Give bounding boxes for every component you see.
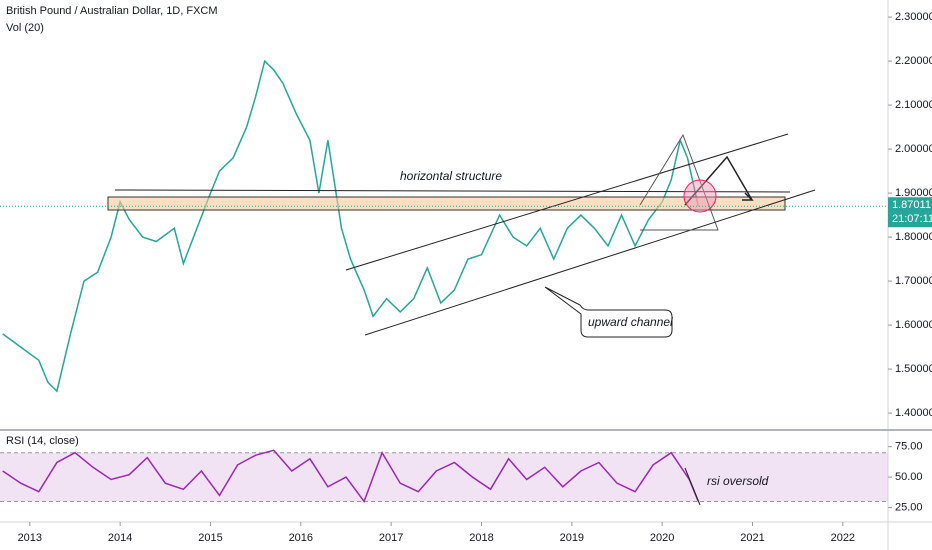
x-tick-label: 2020 — [650, 532, 674, 544]
rsi-trend-line — [684, 467, 701, 506]
y-tick-label: 1.40000 — [895, 407, 932, 419]
annotation: rsi oversold — [707, 474, 769, 488]
y-tick-label: 50.00 — [895, 471, 923, 483]
rsi-band — [0, 452, 888, 502]
y-tick-label: 2.10000 — [895, 99, 932, 111]
x-tick-label: 2022 — [831, 532, 855, 544]
triangle — [639, 133, 719, 231]
x-tick-label: 2017 — [379, 532, 403, 544]
x-tick-label: 2018 — [469, 532, 493, 544]
y-tick-label: 1.60000 — [895, 319, 932, 331]
price-tag-label: 1.87011 — [892, 199, 931, 211]
annotation: horizontal structure — [400, 169, 502, 183]
y-tick-label: 1.70000 — [895, 275, 932, 287]
x-tick-label: 2014 — [108, 532, 132, 544]
chart-title: British Pound / Australian Dollar, 1D, F… — [6, 5, 218, 17]
arrow-head — [742, 192, 754, 201]
x-tick-label: 2021 — [740, 532, 764, 544]
annotation: upward channel — [588, 315, 673, 329]
rsi-title: RSI (14, close) — [6, 435, 79, 447]
countdown: 21:07:11 — [892, 213, 932, 225]
horizontal-line — [114, 189, 791, 193]
x-tick-label: 2015 — [198, 532, 222, 544]
highlight-circle — [683, 179, 717, 213]
y-tick-label: 1.90000 — [895, 187, 932, 199]
y-tick-label: 2.20000 — [895, 55, 932, 67]
x-tick-label: 2013 — [18, 532, 42, 544]
horizontal-zone — [107, 196, 786, 211]
y-tick-label: 2.00000 — [895, 143, 932, 155]
y-tick-label: 25.00 — [895, 501, 923, 513]
y-tick-label: 2.30000 — [895, 11, 932, 23]
y-tick-label: 75.00 — [895, 441, 923, 453]
x-tick-label: 2016 — [289, 532, 313, 544]
volume-label: Vol (20) — [6, 22, 44, 34]
x-tick-label: 2019 — [560, 532, 584, 544]
y-tick-label: 1.80000 — [895, 231, 932, 243]
series-line — [2, 449, 699, 504]
callout — [544, 286, 673, 338]
projection-arrow — [684, 155, 753, 206]
channel-lower — [364, 189, 816, 336]
y-tick-label: 1.50000 — [895, 363, 932, 375]
channel-upper — [345, 133, 789, 271]
drawings — [107, 133, 816, 506]
price-tag — [888, 197, 932, 228]
